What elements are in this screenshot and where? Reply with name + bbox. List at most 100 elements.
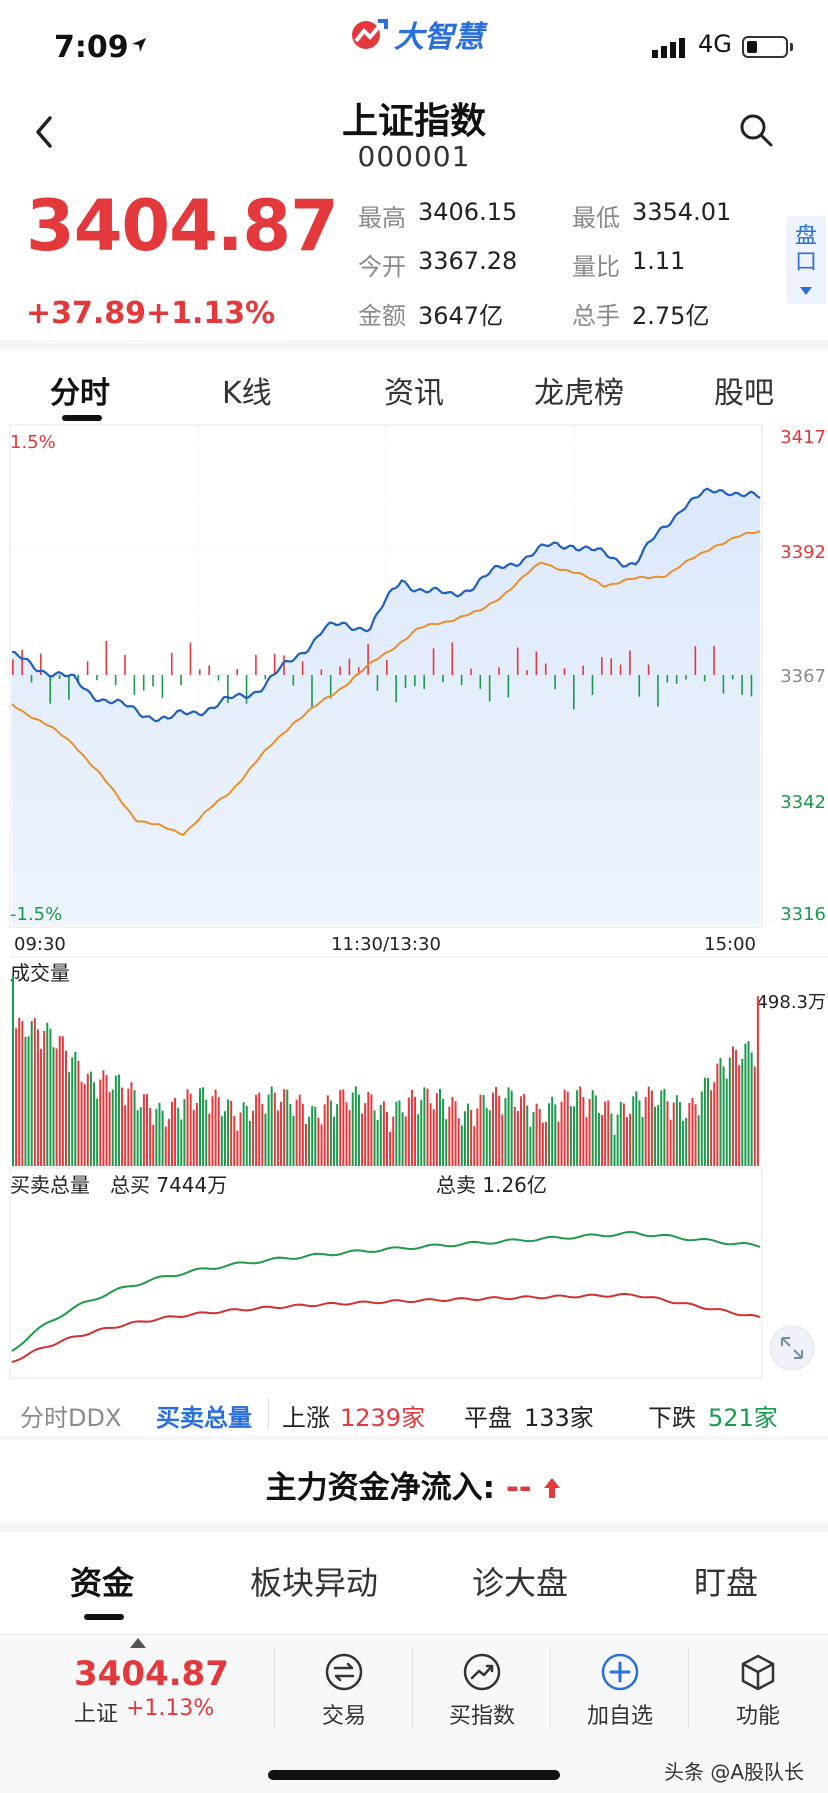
volume-bar: [111, 1089, 114, 1166]
tick-bar: [544, 663, 547, 675]
nav-trade-button[interactable]: 交易: [284, 1652, 404, 1730]
tick-bar: [386, 659, 388, 675]
volume-bar: [438, 1088, 441, 1166]
tick-bar: [451, 642, 454, 675]
volume-bar: [719, 1058, 722, 1166]
tick-bar: [320, 669, 323, 675]
volume-bar: [227, 1099, 230, 1166]
pankou-toggle-button[interactable]: 盘口: [786, 216, 826, 304]
tick-bar: [133, 675, 136, 695]
volume-bars: [12, 976, 759, 1166]
volume-bar: [286, 1089, 289, 1166]
volume-bar: [61, 1036, 64, 1166]
brand-name: 大智慧: [394, 20, 484, 55]
buysell-panel-frame: [9, 1167, 763, 1379]
volume-bar: [435, 1093, 438, 1166]
volume-bar: [713, 1082, 716, 1166]
volume-max-label: 498.3万: [756, 992, 826, 1013]
volume-bar: [77, 1060, 80, 1166]
battery-icon: [742, 36, 788, 58]
volume-bar: [12, 976, 14, 1166]
volume-bar: [426, 1088, 429, 1166]
index-area-fill: [12, 488, 760, 925]
tab-forum[interactable]: 股吧: [714, 376, 774, 411]
volume-bar: [710, 1090, 713, 1166]
volume-bar: [647, 1086, 650, 1166]
tab-intraday[interactable]: 分时: [50, 376, 110, 411]
volume-bar: [410, 1090, 413, 1166]
section-divider: [0, 1522, 828, 1532]
expand-chart-button[interactable]: [769, 1325, 815, 1371]
volume-bar: [345, 1102, 348, 1166]
tick-bar: [722, 675, 725, 694]
mini-index-price[interactable]: 3404.87: [74, 1654, 229, 1694]
volume-bar: [741, 1059, 744, 1166]
tick-bar: [479, 675, 482, 689]
volume-bar: [491, 1092, 494, 1166]
nav-separator: [688, 1648, 689, 1728]
volume-bar: [58, 1036, 61, 1166]
tab-sector-movers[interactable]: 板块异动: [250, 1564, 379, 1602]
tick-bar: [58, 675, 61, 680]
volume-bar: [401, 1112, 404, 1166]
tick-bar: [283, 655, 285, 675]
tick-bar: [189, 642, 192, 675]
volume-bar: [382, 1101, 385, 1166]
tab-watch[interactable]: 盯盘: [694, 1564, 759, 1602]
volume-bar: [280, 1101, 283, 1166]
tick-bar: [591, 675, 594, 695]
total-buy: 总买 7444万: [110, 1173, 227, 1197]
volume-bar: [364, 1103, 367, 1166]
volume-bar: [666, 1101, 669, 1166]
volume-bar: [270, 1086, 273, 1166]
nav-buy-index-button[interactable]: 买指数: [422, 1652, 542, 1730]
nav-functions-button[interactable]: 功能: [698, 1652, 818, 1730]
volume-bar: [336, 1104, 339, 1166]
tick-bar: [311, 675, 313, 709]
volume-bar: [389, 1131, 392, 1166]
caret-up-icon[interactable]: [130, 1638, 146, 1648]
volume-bar: [678, 1102, 681, 1166]
tab-ddx[interactable]: 分时DDX: [20, 1404, 122, 1432]
volume-bar: [744, 1043, 747, 1166]
tick-bar: [376, 675, 379, 691]
volume-bar: [239, 1112, 242, 1166]
volume-bar: [585, 1117, 588, 1166]
tick-bar: [86, 661, 89, 675]
volume-bar: [214, 1089, 217, 1166]
volume-bar: [236, 1130, 239, 1166]
tab-funds[interactable]: 资金: [70, 1564, 135, 1602]
mini-index-name: 上证: [74, 1702, 119, 1727]
home-indicator[interactable]: [268, 1770, 560, 1780]
volume-bar: [223, 1111, 226, 1166]
tab-buysell-total[interactable]: 买卖总量: [156, 1404, 252, 1432]
back-chevron-icon[interactable]: [30, 112, 60, 152]
tab-dragon-tiger[interactable]: 龙虎榜: [534, 376, 624, 411]
nav-add-watchlist-label: 加自选: [586, 1704, 653, 1729]
brand-logo-icon: [352, 19, 388, 49]
volume-bar: [541, 1122, 544, 1166]
tick-bar: [731, 675, 734, 680]
volume-bar: [463, 1111, 466, 1166]
tab-market-diagnosis[interactable]: 诊大盘: [472, 1564, 569, 1602]
buysell-title: 买卖总量: [10, 1173, 90, 1197]
volume-title: 成交量: [10, 961, 70, 985]
search-icon[interactable]: [738, 112, 774, 148]
volume-bar: [716, 1063, 719, 1166]
volume-bar: [30, 1020, 33, 1166]
volume-bar: [301, 1103, 304, 1166]
expand-icon: [781, 1337, 803, 1359]
volume-bar: [700, 1091, 703, 1166]
nav-add-watchlist-button[interactable]: 加自选: [560, 1652, 680, 1730]
tab-kline[interactable]: K线: [222, 376, 272, 411]
tab-news[interactable]: 资讯: [384, 376, 444, 411]
tick-bar: [301, 661, 304, 675]
volume-bar: [124, 1105, 127, 1166]
volume-bar: [632, 1096, 635, 1166]
intraday-chart[interactable]: 1.5% -1.5% 3417 3392 3367 3342 3316 09:3…: [0, 420, 828, 1380]
stat-value-volume-ratio: 1.11: [632, 247, 686, 275]
tick-bar: [227, 675, 229, 704]
volume-bar: [339, 1089, 342, 1166]
volume-bar: [641, 1117, 644, 1166]
volume-bar: [186, 1089, 189, 1166]
